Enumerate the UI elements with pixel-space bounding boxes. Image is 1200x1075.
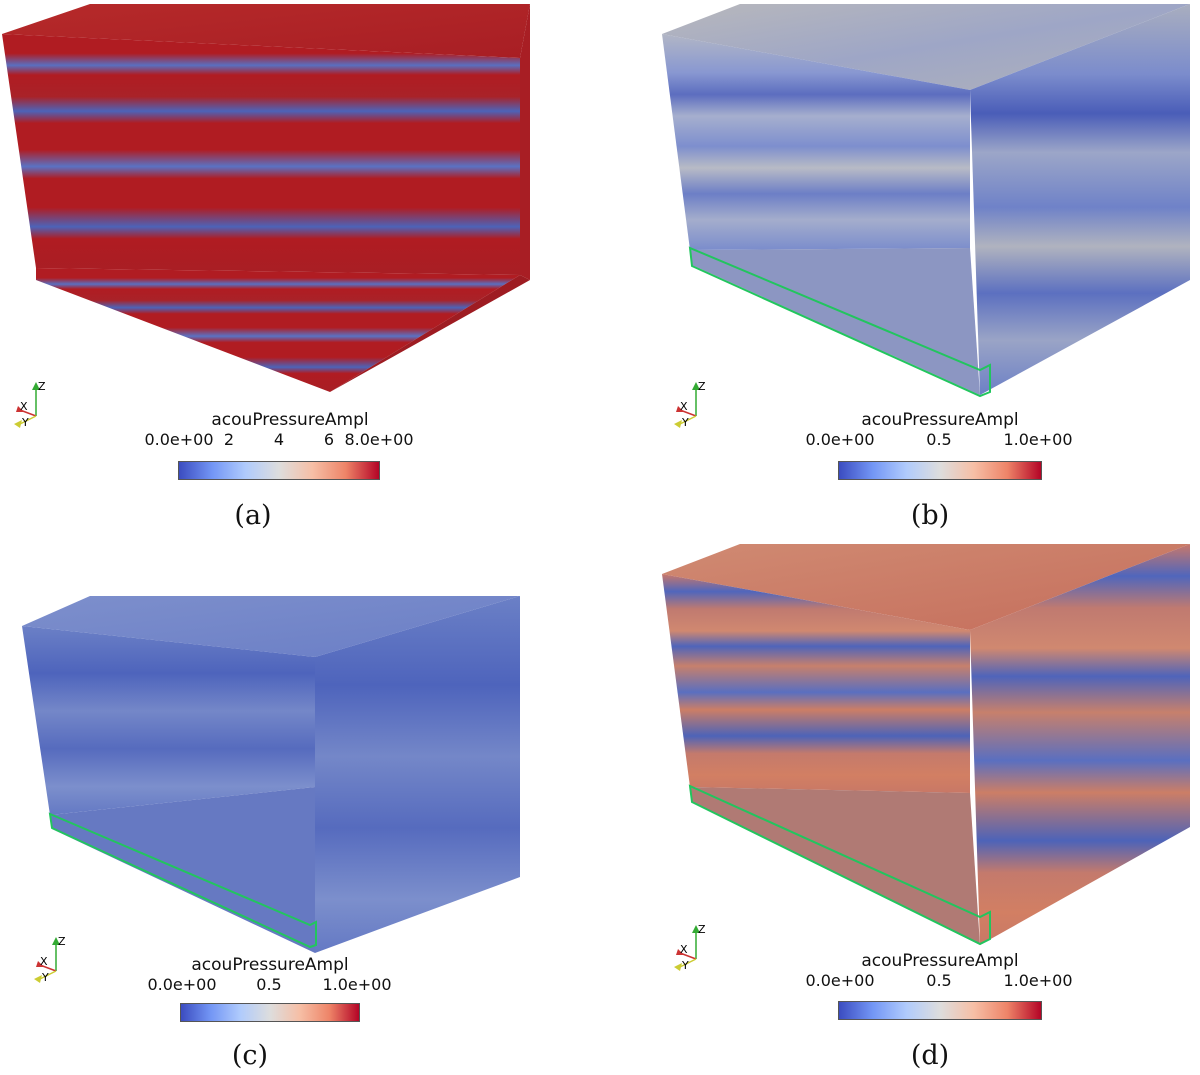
axis-label-z: Z [38,380,46,393]
box-top-face [662,4,1190,90]
axis-label-y: Y [42,971,49,984]
axes-icon [34,937,60,983]
panel-b: Z X Y acouPressureAmpl 0.0e+00 0.5 1.0e+… [600,0,1200,537]
axis-label-x: X [680,943,688,956]
panel-caption: (a) [234,500,272,531]
axis-label-z: Z [698,923,706,936]
box-bottom-face [690,787,980,945]
inlet-outline [688,784,991,946]
box-top-face [662,544,1190,630]
box-top-face [22,596,520,657]
axis-label-x: X [40,955,48,968]
colorbar-title: acouPressureAmpl [191,955,349,975]
box-back-face [662,34,970,250]
box-right-face [315,596,520,953]
inlet-outline [48,812,317,949]
orientation-axes: Z X Y [670,923,706,972]
colorbar [838,461,1042,480]
axis-label-x: X [20,400,28,413]
colorbar-tick: 1.0e+00 [322,975,392,994]
colorbar-tick: 1.0e+00 [1003,971,1073,990]
volume-render-c [22,596,520,953]
axes-icon [674,925,700,971]
box-right-face [970,4,1190,395]
panel-caption: (c) [231,1040,269,1071]
volume-render-d [662,544,1190,946]
axes-icon [14,382,40,428]
colorbar-tick: 4 [273,430,285,449]
colorbar-tick: 0.0e+00 [805,430,875,449]
colorbar-tick: 0.0e+00 [144,430,214,449]
volume-render-b [662,4,1190,398]
box-bottom-face [690,248,980,395]
box-top-face [2,4,530,58]
axis-label-y: Y [682,959,689,972]
colorbar-title: acouPressureAmpl [861,951,1019,971]
panel-a: Z X Y acouPressureAmpl 0.0e+00 2 4 6 8.0… [0,0,600,537]
box-side-face [330,275,530,392]
colorbar [178,461,380,480]
inlet-outline [688,246,991,398]
volume-render-a [2,4,530,392]
colorbar-tick: 0.5 [926,430,952,449]
colorbar-title: acouPressureAmpl [861,410,1019,430]
colorbar [838,1001,1042,1020]
colorbar-tick: 1.0e+00 [1003,430,1073,449]
panel-caption: (b) [910,500,950,531]
axis-label-x: X [680,400,688,413]
colorbar-title: acouPressureAmpl [211,410,369,430]
panel-c: Z X Y acouPressureAmpl 0.0e+00 0.5 1.0e+… [0,537,600,1074]
colorbar [180,1003,360,1022]
colorbar-tick: 2 [223,430,235,449]
axis-label-y: Y [682,416,689,429]
box-front-face [2,34,520,275]
orientation-axes: Z X Y [30,935,66,984]
axes-icon [674,382,700,428]
axis-label-z: Z [58,935,66,948]
box-back-face [662,574,970,793]
box-right-face [970,544,1190,945]
colorbar-tick: 0.0e+00 [147,975,217,994]
colorbar-tick: 0.0e+00 [805,971,875,990]
colorbar-tick: 6 [323,430,335,449]
box-right-face [520,4,530,280]
panel-d: Z X Y acouPressureAmpl 0.0e+00 0.5 1.0e+… [600,537,1200,1074]
panel-caption: (d) [910,1040,950,1071]
orientation-axes: Z X Y [10,380,46,429]
box-bottom-face [36,268,520,392]
box-back-face [22,626,315,815]
axis-label-y: Y [22,416,29,429]
axis-label-z: Z [698,380,706,393]
colorbar-tick: 0.5 [256,975,282,994]
colorbar-tick: 8.0e+00 [344,430,414,449]
orientation-axes: Z X Y [670,380,706,429]
colorbar-tick: 0.5 [926,971,952,990]
